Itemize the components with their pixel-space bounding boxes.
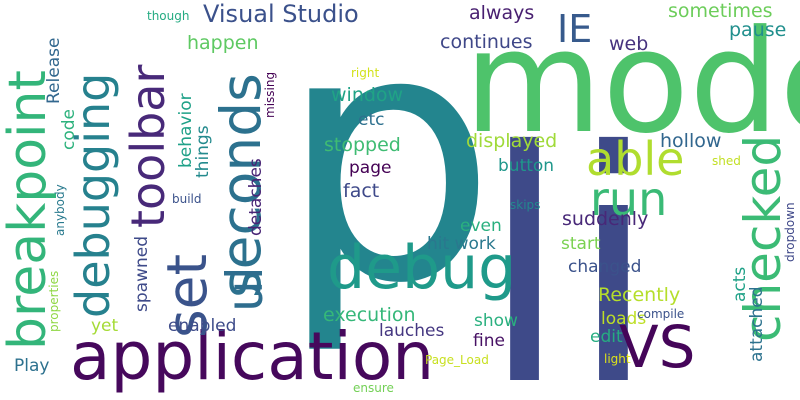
word-skips: skips	[510, 198, 541, 212]
word-play: Play	[14, 356, 50, 376]
word-stopped: stopped	[324, 134, 401, 156]
word-fact: fact	[343, 180, 380, 202]
word-continues: continues	[440, 31, 533, 53]
word-window: window	[331, 84, 404, 106]
word-changed: changed	[568, 257, 642, 277]
word-start: start	[561, 234, 601, 254]
word-build: build	[172, 192, 202, 206]
word-pause: pause	[729, 19, 787, 41]
word-mode: mode	[464, 0, 800, 165]
word-ul: ul	[216, 266, 274, 312]
word-page-load: Page_Load	[425, 353, 489, 367]
word-right: right	[351, 66, 380, 80]
word-yet: yet	[91, 316, 119, 336]
word-displayed: displayed	[466, 130, 558, 152]
word-hollow: hollow	[660, 130, 722, 152]
word-shed: shed	[712, 154, 741, 168]
word-able: able	[586, 132, 685, 186]
word-anybody: anybody	[53, 184, 67, 236]
word-properties: properties	[47, 270, 61, 332]
word-code: code	[59, 109, 79, 150]
word-hit-work: hit work	[427, 234, 496, 254]
word-edit: edit	[590, 327, 623, 347]
word-missing: missing	[263, 71, 277, 118]
word-suddenly: suddenly	[562, 208, 649, 230]
word-li: li	[480, 84, 658, 400]
word-button: button	[498, 156, 555, 176]
word-application: application	[70, 318, 435, 395]
word-lauches: lauches	[379, 321, 445, 341]
word-attached: attached	[747, 286, 767, 362]
word-vs: VS	[619, 313, 696, 381]
word-light: light	[604, 352, 631, 366]
word-p: p	[278, 0, 497, 359]
word-things: things	[193, 125, 213, 178]
word-ie: IE	[557, 7, 593, 51]
word-detaches: detaches	[246, 158, 266, 236]
word-always: always	[469, 2, 535, 24]
word-show: show	[474, 311, 518, 331]
word-compile: compile	[637, 307, 685, 321]
word-spawned: spawned	[132, 236, 152, 312]
word-run: run	[590, 172, 668, 226]
word-execution: execution	[323, 304, 416, 326]
word-page: page	[349, 158, 392, 178]
word-visual-studio: Visual Studio	[203, 0, 359, 28]
word-toolbar: toolbar	[121, 64, 175, 228]
word-web: web	[609, 33, 649, 55]
word-release: Release	[44, 37, 64, 104]
word-loads: loads	[601, 309, 647, 329]
word-recently: Recently	[598, 284, 681, 306]
word-enabled: enabled	[168, 316, 237, 336]
word-fine: fine	[473, 331, 505, 351]
word-dropdown: dropdown	[783, 202, 797, 262]
word-even: even	[460, 216, 502, 236]
word-ensure: ensure	[353, 381, 394, 395]
word-happen: happen	[187, 32, 259, 54]
word-though: though	[147, 9, 190, 23]
word-debug: debug	[327, 233, 517, 303]
word-sometimes: sometimes	[668, 0, 773, 22]
word-etc: etc	[358, 110, 385, 130]
